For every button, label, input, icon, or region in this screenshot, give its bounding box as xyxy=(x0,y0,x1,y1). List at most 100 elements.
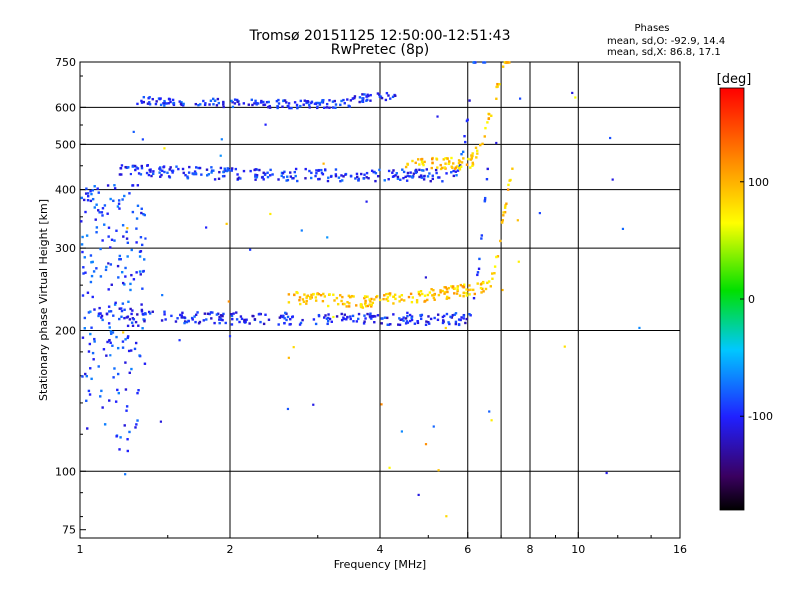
data-point xyxy=(139,273,142,276)
data-point xyxy=(239,315,243,318)
data-point xyxy=(247,103,250,106)
data-point xyxy=(317,101,320,105)
data-point xyxy=(113,367,116,370)
data-point xyxy=(231,105,235,109)
data-point xyxy=(392,295,395,299)
data-point xyxy=(108,399,111,402)
data-point xyxy=(368,298,371,301)
data-point xyxy=(293,170,296,174)
data-point xyxy=(303,99,307,102)
data-point xyxy=(137,389,140,392)
data-point xyxy=(135,227,138,230)
data-point xyxy=(276,106,279,110)
data-point xyxy=(638,326,641,330)
data-point xyxy=(234,167,238,171)
data-point xyxy=(376,314,380,317)
data-point xyxy=(140,310,144,313)
data-point xyxy=(141,327,144,330)
data-point xyxy=(146,102,150,105)
data-point xyxy=(126,227,129,230)
data-point xyxy=(123,316,126,320)
data-point xyxy=(110,332,113,336)
data-point xyxy=(375,295,378,299)
data-point xyxy=(471,164,474,167)
data-point xyxy=(317,169,320,172)
data-point xyxy=(167,102,170,105)
x-tick-label: 2 xyxy=(227,543,234,556)
data-point xyxy=(178,339,181,342)
data-point xyxy=(116,346,120,350)
data-point xyxy=(467,157,470,161)
data-point xyxy=(336,302,340,306)
series-4 xyxy=(404,61,511,171)
data-point xyxy=(90,192,93,196)
data-point xyxy=(458,168,462,171)
data-point xyxy=(516,219,519,222)
data-point xyxy=(355,320,359,323)
data-point xyxy=(609,136,612,140)
data-point xyxy=(180,316,183,319)
data-point xyxy=(353,96,356,100)
data-point xyxy=(198,166,202,170)
data-point xyxy=(387,94,390,97)
data-point xyxy=(454,166,458,169)
data-point xyxy=(400,298,403,301)
data-point xyxy=(478,257,481,261)
data-point xyxy=(314,174,317,178)
data-point xyxy=(359,303,363,306)
data-point xyxy=(209,99,213,102)
data-point xyxy=(314,322,318,326)
data-point xyxy=(93,340,96,343)
data-point xyxy=(142,100,145,104)
data-point xyxy=(334,106,337,110)
data-point xyxy=(136,204,140,208)
data-point xyxy=(220,138,223,141)
data-point xyxy=(317,314,321,318)
data-point xyxy=(432,296,436,300)
data-point xyxy=(423,300,426,303)
data-point xyxy=(126,324,130,328)
data-point xyxy=(477,267,481,270)
data-point xyxy=(302,300,306,303)
data-point xyxy=(408,175,411,178)
data-point xyxy=(454,320,458,324)
data-point xyxy=(419,314,422,317)
data-point xyxy=(326,316,330,320)
data-point xyxy=(321,173,325,176)
data-point xyxy=(158,166,162,169)
data-point xyxy=(242,102,246,105)
data-point xyxy=(404,322,408,325)
data-point xyxy=(215,104,219,107)
data-point xyxy=(127,300,130,303)
data-point xyxy=(493,265,497,268)
data-point xyxy=(361,97,364,100)
data-point xyxy=(406,162,409,166)
data-point xyxy=(359,305,363,308)
data-point xyxy=(161,169,164,172)
data-point xyxy=(200,173,203,176)
data-point xyxy=(339,294,342,297)
colorbar-ticks: 100 0 -100 xyxy=(740,176,773,423)
data-point xyxy=(300,229,303,232)
data-point xyxy=(122,331,125,334)
data-point xyxy=(419,317,423,321)
data-point xyxy=(194,313,198,317)
data-point xyxy=(398,300,401,303)
data-point xyxy=(301,318,304,322)
data-point xyxy=(320,171,324,175)
data-point xyxy=(216,312,220,315)
data-point xyxy=(349,317,352,321)
data-point xyxy=(298,296,302,299)
data-point xyxy=(340,99,343,103)
data-point xyxy=(163,104,166,107)
data-point xyxy=(450,285,453,288)
data-point xyxy=(125,405,129,408)
data-point xyxy=(454,170,458,173)
data-point xyxy=(347,104,350,108)
data-point xyxy=(483,196,487,200)
data-point xyxy=(104,268,108,272)
data-point xyxy=(116,388,119,392)
data-point xyxy=(468,99,471,102)
data-point xyxy=(193,170,197,173)
data-point xyxy=(121,224,125,227)
